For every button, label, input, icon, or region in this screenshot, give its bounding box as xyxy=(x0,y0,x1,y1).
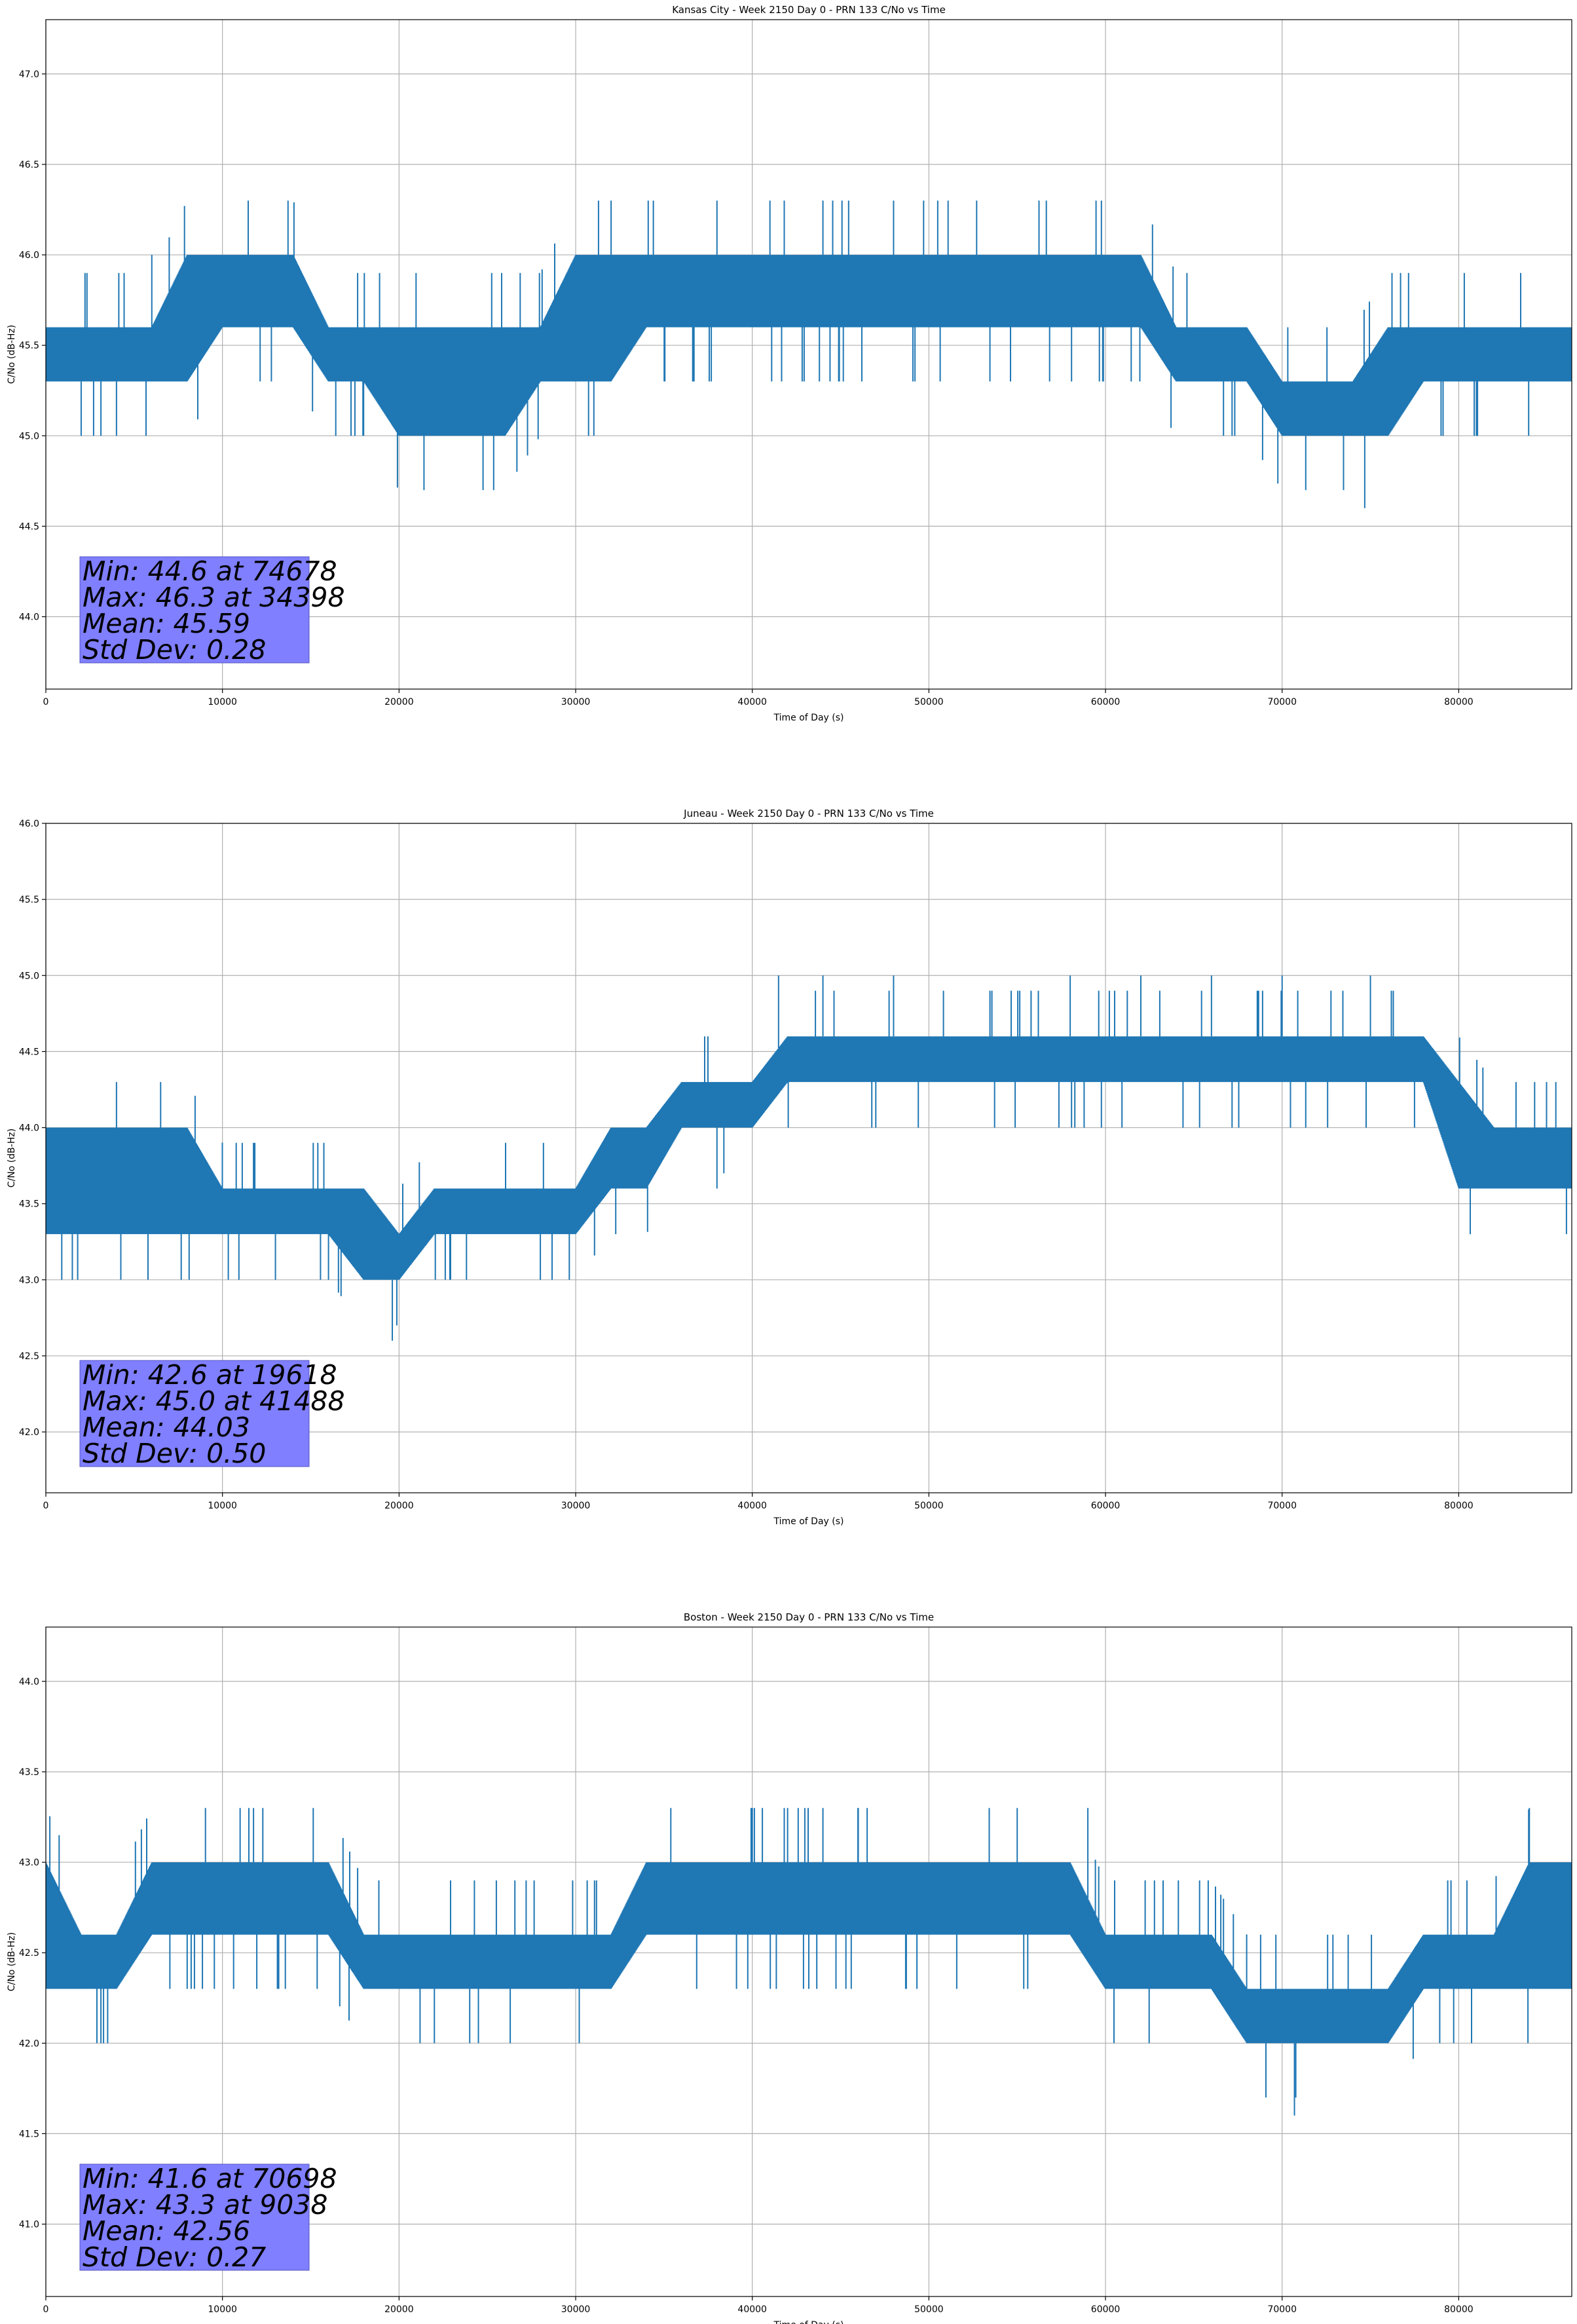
x-tick-label: 30000 xyxy=(561,1501,591,1511)
x-tick-label: 70000 xyxy=(1267,1501,1297,1511)
x-tick-label: 70000 xyxy=(1267,2304,1297,2315)
stats-line: Min: 41.6 at 70698 xyxy=(83,2163,337,2194)
y-tick-label: 45.0 xyxy=(19,431,39,441)
plot-frame xyxy=(45,1626,1572,2297)
signal-trace xyxy=(46,200,1572,491)
plot-frame xyxy=(45,19,1572,690)
x-tick-label: 10000 xyxy=(208,697,237,707)
stats-line: Max: 46.3 at 34398 xyxy=(83,582,345,613)
chart-title: Juneau - Week 2150 Day 0 - PRN 133 C/No … xyxy=(683,808,934,819)
y-tick-label: 42.0 xyxy=(19,2038,39,2049)
plot-frame xyxy=(45,823,1572,1493)
y-tick-label: 41.0 xyxy=(19,2220,39,2230)
chart-title: Boston - Week 2150 Day 0 - PRN 133 C/No … xyxy=(684,1611,934,1623)
x-tick-label: 40000 xyxy=(737,1501,767,1511)
signal-trace xyxy=(46,990,1572,1326)
x-axis-label: Time of Day (s) xyxy=(773,713,844,723)
stats-line: Min: 44.6 at 74678 xyxy=(83,555,337,587)
y-tick-label: 41.5 xyxy=(19,2129,39,2139)
y-tick-label: 46.0 xyxy=(19,250,39,261)
chart-panel-1: Juneau - Week 2150 Day 0 - PRN 133 C/No … xyxy=(7,808,1572,1527)
y-tick-label: 45.5 xyxy=(19,341,39,351)
stats-line: Std Dev: 0.28 xyxy=(83,634,266,665)
x-axis-label: Time of Day (s) xyxy=(773,2320,844,2324)
x-tick-label: 60000 xyxy=(1091,1501,1121,1511)
x-tick-label: 40000 xyxy=(737,697,767,707)
stats-box xyxy=(79,1360,310,1467)
stats-box xyxy=(79,2164,310,2271)
y-tick-label: 43.0 xyxy=(19,1275,39,1286)
x-tick-label: 40000 xyxy=(737,2304,767,2315)
stats-line: Std Dev: 0.27 xyxy=(83,2241,266,2273)
chart-title: Kansas City - Week 2150 Day 0 - PRN 133 … xyxy=(672,4,946,16)
y-tick-label: 45.5 xyxy=(19,895,39,905)
x-axis-label: Time of Day (s) xyxy=(773,1516,844,1527)
x-tick-label: 0 xyxy=(43,2304,49,2315)
x-tick-label: 20000 xyxy=(384,2304,414,2315)
y-tick-label: 45.0 xyxy=(19,971,39,981)
x-tick-label: 10000 xyxy=(208,1501,237,1511)
x-tick-label: 60000 xyxy=(1091,2304,1121,2315)
chart-panel-2: Boston - Week 2150 Day 0 - PRN 133 C/No … xyxy=(7,1611,1572,2324)
y-axis-label: C/No (dB-Hz) xyxy=(7,325,17,384)
x-tick-label: 10000 xyxy=(208,2304,237,2315)
y-axis-label: C/No (dB-Hz) xyxy=(7,1932,17,1991)
y-tick-label: 43.5 xyxy=(19,1767,39,1778)
x-tick-label: 60000 xyxy=(1091,697,1121,707)
signal-trace xyxy=(46,1808,1572,2098)
y-tick-label: 46.5 xyxy=(19,160,39,170)
y-tick-label: 43.5 xyxy=(19,1199,39,1210)
x-tick-label: 50000 xyxy=(914,1501,944,1511)
chart-panel-0: Kansas City - Week 2150 Day 0 - PRN 133 … xyxy=(7,4,1572,723)
stats-line: Mean: 42.56 xyxy=(83,2215,250,2247)
y-tick-label: 44.5 xyxy=(19,1047,39,1057)
y-tick-label: 44.0 xyxy=(19,1677,39,1687)
stats-line: Mean: 44.03 xyxy=(83,1412,250,1443)
y-axis-label: C/No (dB-Hz) xyxy=(7,1129,17,1188)
y-tick-label: 43.0 xyxy=(19,1858,39,1868)
x-tick-label: 0 xyxy=(43,697,49,707)
x-tick-label: 80000 xyxy=(1444,697,1474,707)
stats-line: Std Dev: 0.50 xyxy=(83,1438,266,1469)
y-tick-label: 42.5 xyxy=(19,1948,39,1959)
x-tick-label: 30000 xyxy=(561,697,591,707)
y-tick-label: 44.0 xyxy=(19,612,39,623)
y-tick-label: 46.0 xyxy=(19,819,39,829)
y-tick-label: 42.0 xyxy=(19,1427,39,1438)
y-tick-label: 44.0 xyxy=(19,1123,39,1134)
y-tick-label: 42.5 xyxy=(19,1351,39,1362)
stats-box xyxy=(79,556,310,664)
x-tick-label: 70000 xyxy=(1267,697,1297,707)
stats-line: Max: 45.0 at 41488 xyxy=(83,1385,345,1417)
x-tick-label: 30000 xyxy=(561,2304,591,2315)
stats-line: Max: 43.3 at 9038 xyxy=(83,2189,328,2221)
x-tick-label: 80000 xyxy=(1444,1501,1474,1511)
y-tick-label: 44.5 xyxy=(19,521,39,532)
x-tick-label: 20000 xyxy=(384,697,414,707)
x-tick-label: 50000 xyxy=(914,697,944,707)
x-tick-label: 80000 xyxy=(1444,2304,1474,2315)
x-tick-label: 0 xyxy=(43,1501,49,1511)
x-tick-label: 50000 xyxy=(914,2304,944,2315)
x-tick-label: 20000 xyxy=(384,1501,414,1511)
stats-line: Min: 42.6 at 19618 xyxy=(83,1359,337,1391)
stats-line: Mean: 45.59 xyxy=(83,608,250,639)
y-tick-label: 47.0 xyxy=(19,69,39,80)
